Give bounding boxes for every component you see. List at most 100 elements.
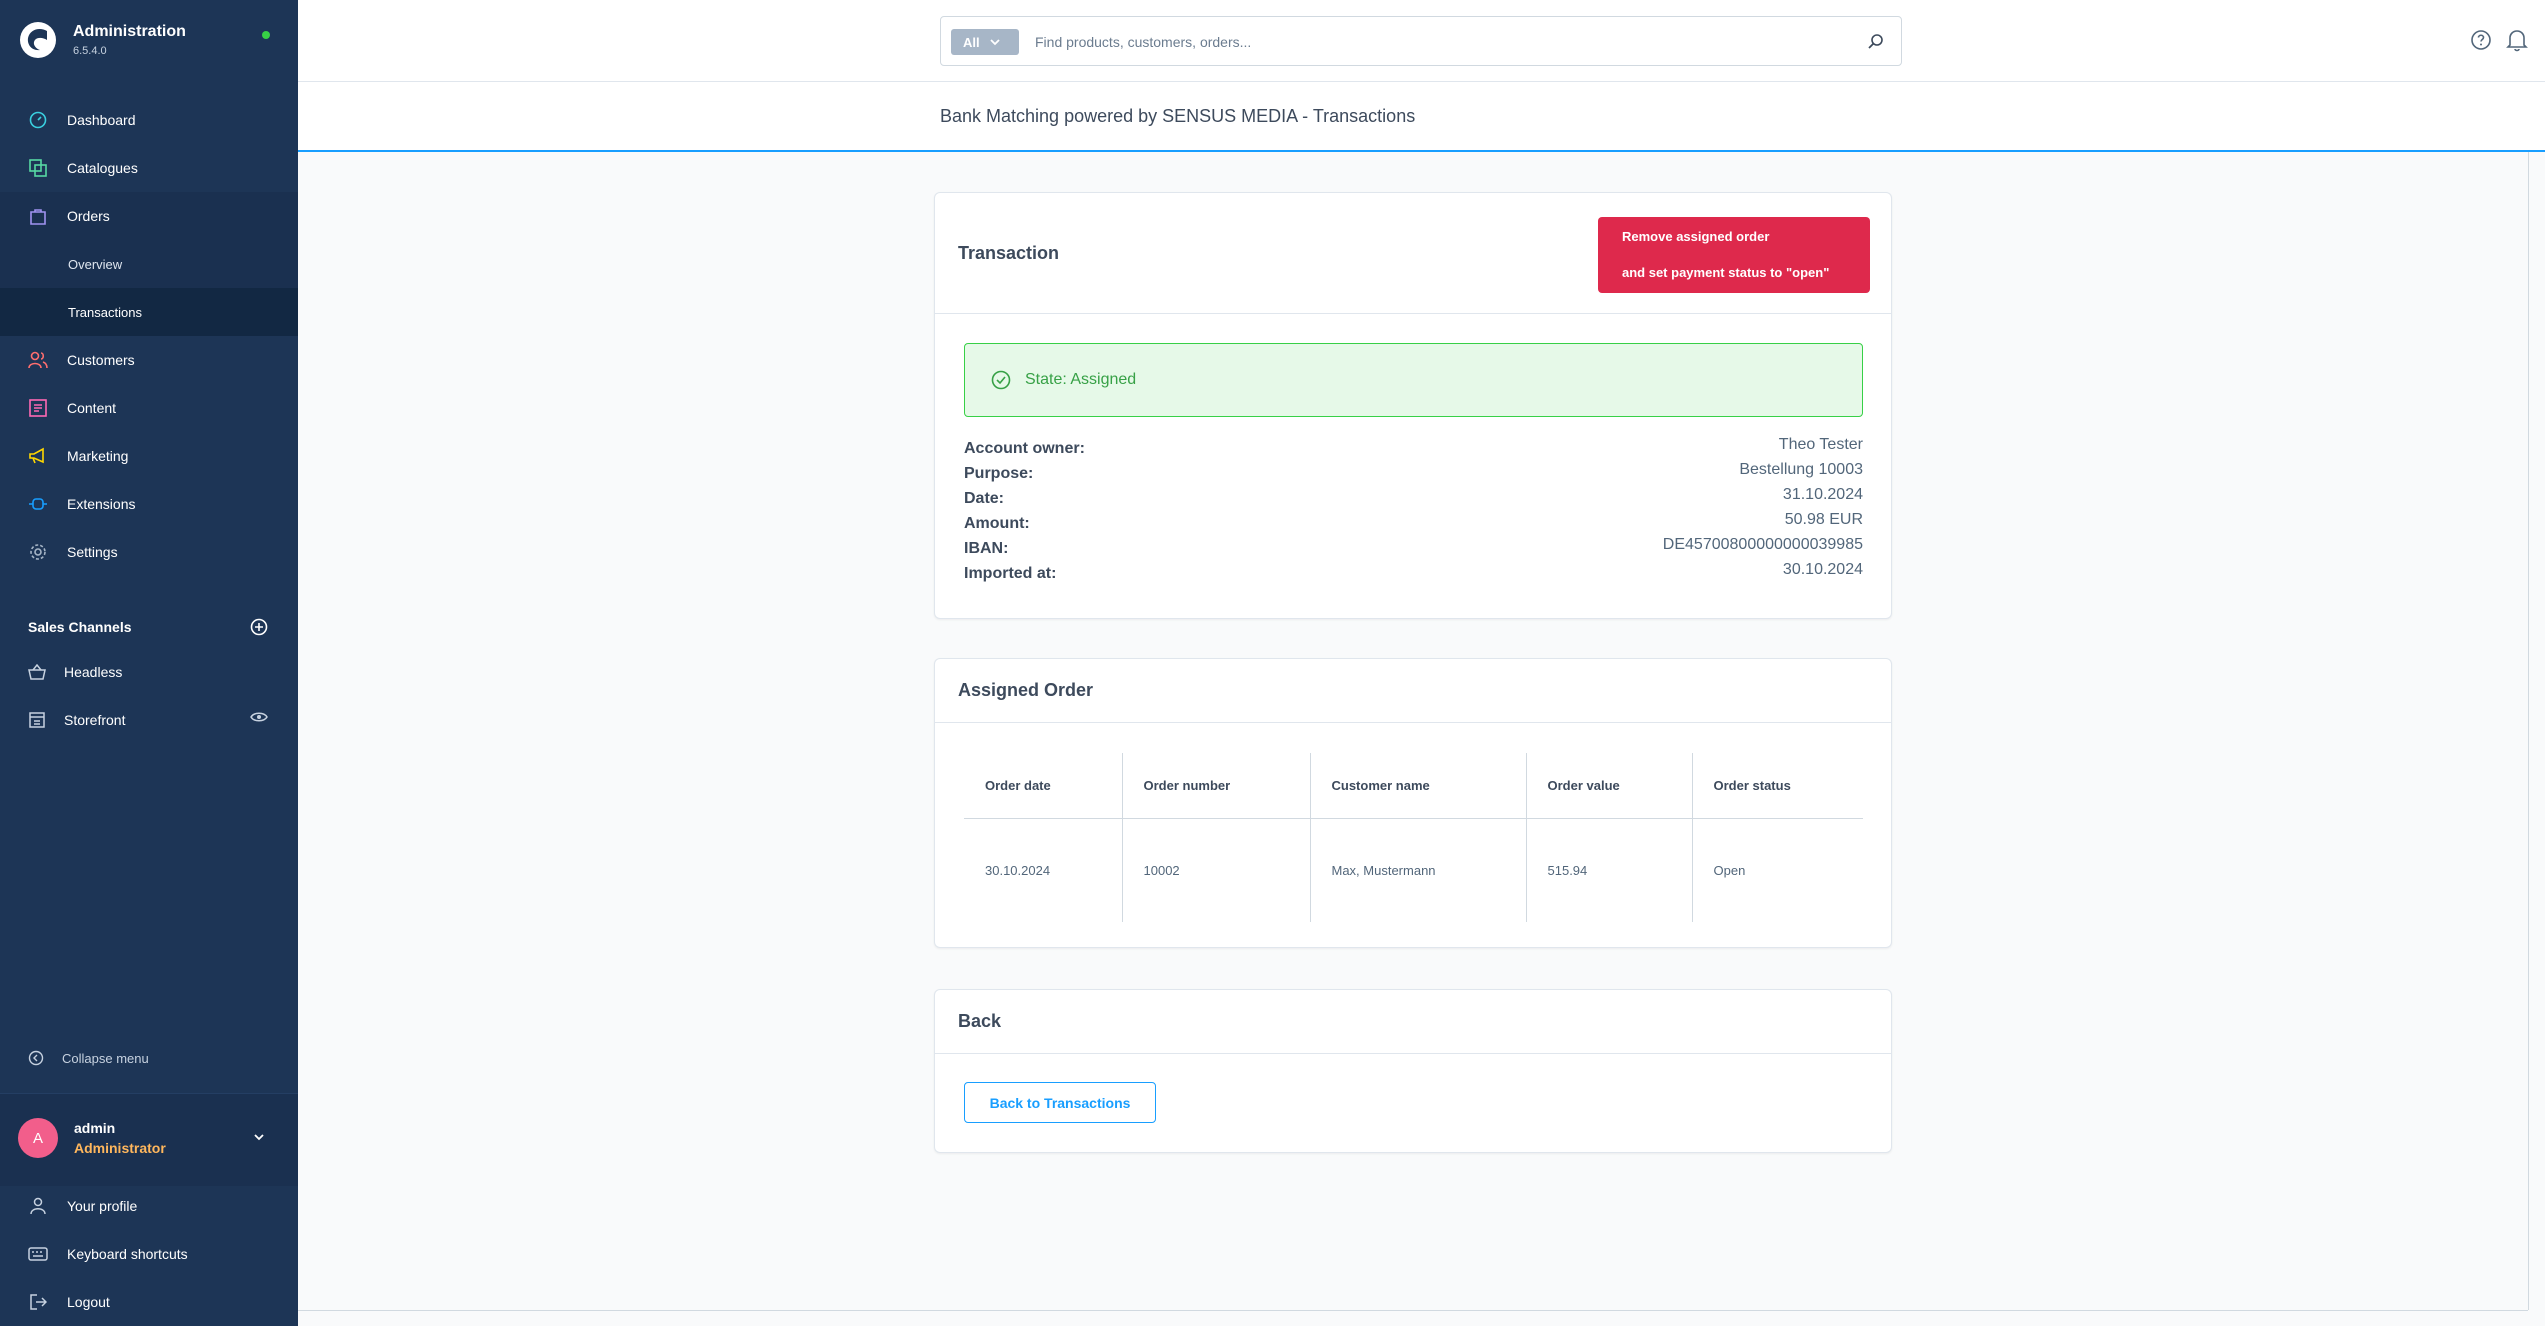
eye-icon[interactable]: [250, 711, 268, 723]
nav-your-profile[interactable]: Your profile: [0, 1182, 298, 1230]
avatar: A: [18, 1118, 58, 1158]
search-type-select[interactable]: All: [951, 29, 1019, 55]
nav-dashboard-label: Dashboard: [67, 112, 136, 128]
shopware-logo-icon: [20, 22, 56, 58]
state-text: State: Assigned: [1025, 371, 1137, 388]
online-status-dot: [262, 31, 270, 39]
app-title: Administration: [73, 23, 186, 40]
nav-catalogues-label: Catalogues: [67, 160, 138, 176]
users-icon: [28, 350, 48, 370]
add-circle-icon[interactable]: [250, 618, 268, 636]
nav-settings[interactable]: Settings: [0, 528, 298, 576]
user-role: Administrator: [74, 1140, 166, 1156]
table-header-row: Order date Order number Customer name Or…: [964, 753, 1863, 819]
field-value: 30.10.2024: [1782, 561, 1863, 578]
transaction-card-title: Transaction: [958, 242, 1060, 263]
remove-assigned-order-button[interactable]: Remove assigned order and set payment st…: [1598, 217, 1870, 293]
nav-your-profile-label: Your profile: [67, 1198, 138, 1214]
search-icon[interactable]: [1867, 32, 1885, 50]
nav-orders-transactions[interactable]: Transactions: [0, 288, 298, 336]
nav-settings-label: Settings: [67, 544, 118, 560]
storefront-icon: [28, 711, 46, 729]
field-value: 50.98 EUR: [1784, 511, 1863, 528]
nav-orders-label: Orders: [67, 208, 110, 224]
sales-channel-list: Headless Storefront: [0, 648, 298, 744]
field-value: Bestellung 10003: [1739, 461, 1863, 478]
collapse-menu[interactable]: Collapse menu: [28, 1050, 149, 1066]
chevron-left-circle-icon: [28, 1050, 44, 1066]
back-to-transactions-button[interactable]: Back to Transactions: [964, 1082, 1156, 1123]
content-icon: [28, 398, 48, 418]
transaction-card: Transaction Remove assigned order and se…: [934, 192, 1892, 619]
assigned-order-card: Assigned Order Order date Order number C…: [934, 658, 1892, 948]
remove-button-line-2: and set payment status to "open": [1622, 265, 1830, 280]
plug-icon: [28, 494, 48, 514]
state-alert: State: Assigned: [964, 343, 1863, 417]
field-imported-at: Imported at: 30.10.2024: [964, 561, 1863, 590]
chevron-down-icon[interactable]: [252, 1132, 266, 1142]
nav-content[interactable]: Content: [0, 384, 298, 432]
assigned-order-card-header: Assigned Order: [935, 659, 1891, 723]
nav-logout[interactable]: Logout: [0, 1278, 298, 1326]
check-circle-icon: [991, 370, 1011, 390]
nav-content-label: Content: [67, 400, 117, 416]
search-type-label: All: [963, 34, 980, 50]
nav-customers[interactable]: Customers: [0, 336, 298, 384]
field-label: Date:: [964, 490, 1005, 507]
gauge-icon: [28, 110, 48, 130]
basket-icon: [28, 663, 46, 681]
field-amount: Amount: 50.98 EUR: [964, 511, 1863, 540]
user-icon: [28, 1196, 48, 1216]
collapse-menu-label: Collapse menu: [62, 1050, 149, 1066]
assigned-order-card-title: Assigned Order: [958, 680, 1094, 700]
nav-logout-label: Logout: [67, 1294, 110, 1310]
nav-dashboard[interactable]: Dashboard: [0, 96, 298, 144]
page-header: Bank Matching powered by SENSUS MEDIA - …: [298, 82, 2545, 152]
help-icon[interactable]: [2470, 29, 2492, 51]
field-label: Amount:: [964, 515, 1030, 532]
sales-channel-storefront[interactable]: Storefront: [0, 696, 298, 744]
back-card-header: Back: [935, 990, 1891, 1054]
nav-keyboard-shortcuts-label: Keyboard shortcuts: [67, 1246, 188, 1262]
keyboard-icon: [28, 1244, 48, 1264]
column-order-status: Order status: [1691, 753, 1863, 819]
chevron-down-icon: [989, 39, 1000, 46]
column-order-number: Order number: [1121, 753, 1310, 819]
column-order-date: Order date: [964, 753, 1122, 819]
sales-channel-headless[interactable]: Headless: [0, 648, 298, 696]
nav-orders[interactable]: Orders: [0, 192, 298, 240]
cell-order-value: 515.94: [1525, 818, 1692, 922]
field-account-owner: Account owner: Theo Tester: [964, 436, 1863, 465]
field-value: 31.10.2024: [1782, 486, 1863, 503]
back-card-title: Back: [958, 1011, 1002, 1031]
nav-marketing[interactable]: Marketing: [0, 432, 298, 480]
field-label: Imported at:: [964, 565, 1057, 582]
sales-channels-header: Sales Channels: [28, 618, 268, 636]
transaction-card-header: Transaction Remove assigned order and se…: [935, 193, 1891, 314]
cell-order-date: 30.10.2024: [985, 862, 1051, 878]
column-customer-name: Customer name: [1309, 753, 1526, 819]
top-bar: All: [298, 0, 2545, 82]
user-menu[interactable]: A admin Administrator: [0, 1093, 298, 1186]
logout-icon: [28, 1292, 48, 1312]
sales-channel-storefront-label: Storefront: [64, 712, 126, 728]
nav-orders-overview[interactable]: Overview: [0, 240, 298, 288]
field-label: Purpose:: [964, 465, 1034, 482]
megaphone-icon: [28, 446, 48, 466]
nav-catalogues[interactable]: Catalogues: [0, 144, 298, 192]
field-purpose: Purpose: Bestellung 10003: [964, 461, 1863, 490]
table-row[interactable]: 30.10.2024 10002 Max, Mustermann 515.94 …: [964, 818, 1863, 922]
brand[interactable]: Administration 6.5.4.0: [18, 20, 186, 60]
content-scroll-edge: [2528, 152, 2529, 1310]
nav-customers-label: Customers: [67, 352, 135, 368]
back-card: Back Back to Transactions: [934, 989, 1892, 1153]
cell-order-status: Open: [1691, 818, 1863, 922]
field-value: Theo Tester: [1778, 436, 1863, 453]
bell-icon[interactable]: [2506, 28, 2528, 52]
nav-keyboard-shortcuts[interactable]: Keyboard shortcuts: [0, 1230, 298, 1278]
search-input[interactable]: [1035, 29, 1835, 55]
sales-channel-headless-label: Headless: [64, 664, 123, 680]
account-nav: Your profile Keyboard shortcuts Logout: [0, 1182, 298, 1326]
nav-extensions[interactable]: Extensions: [0, 480, 298, 528]
assigned-order-table: Order date Order number Customer name Or…: [964, 753, 1863, 922]
